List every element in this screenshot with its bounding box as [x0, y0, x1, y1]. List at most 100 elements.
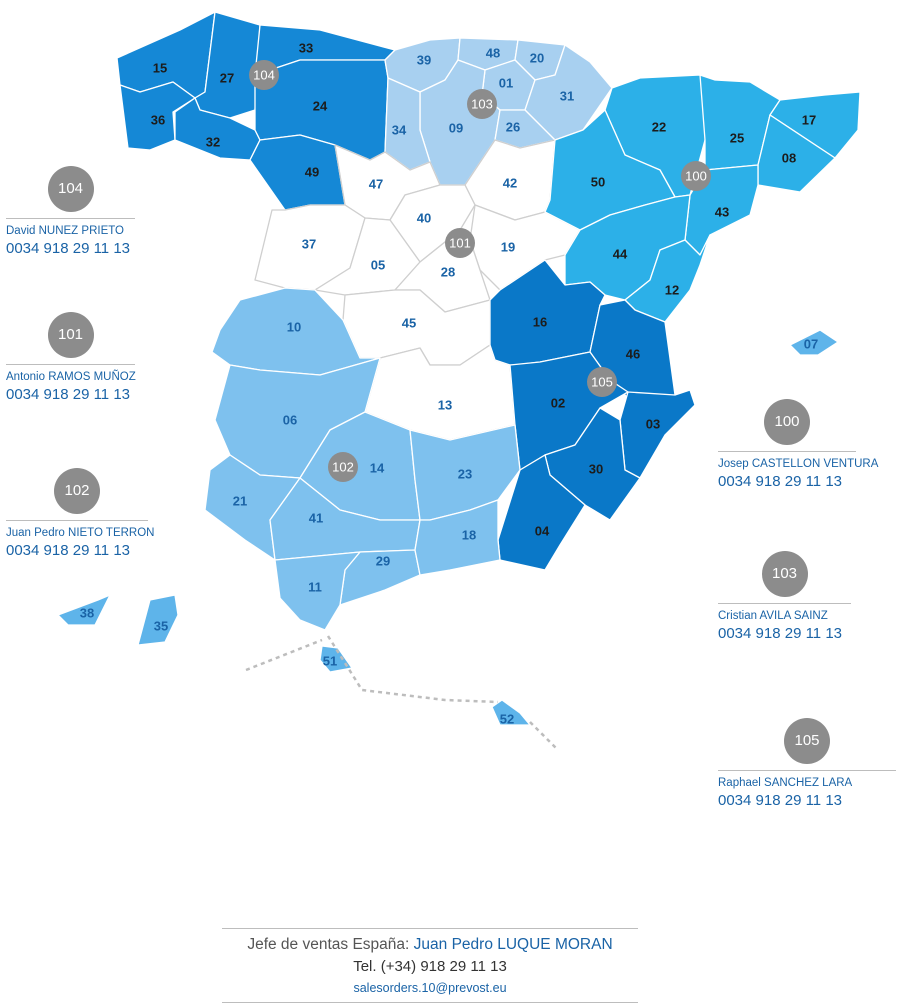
province-label-38: 38 — [80, 606, 94, 621]
badge-circle — [681, 161, 711, 191]
divider — [6, 218, 135, 219]
province-label-27: 27 — [220, 71, 234, 86]
province-label-15: 15 — [153, 61, 167, 76]
agent-phone[interactable]: 0034 918 29 11 13 — [6, 542, 131, 559]
spain-sales-zone-map: 15 27 33 36 32 24 49 39 48 20 01 31 09 26 34 47 42 40 37 05… — [57, 11, 861, 749]
divider — [718, 770, 896, 771]
agent-card: 103 Cristian AVILA SAINZ 0034 918 29 11 … — [718, 551, 851, 642]
agent-name: David NUNEZ PRIETO — [6, 225, 125, 237]
province-label-31: 31 — [560, 89, 574, 104]
province-label-05: 05 — [371, 258, 385, 273]
map-zone-badge-100: 100 — [681, 161, 711, 191]
agent-phone[interactable]: 0034 918 29 11 13 — [718, 792, 843, 809]
province-label-48: 48 — [486, 46, 500, 61]
province-label-11: 11 — [308, 580, 322, 595]
province-label-29: 29 — [376, 554, 390, 569]
badge-circle — [445, 228, 475, 258]
divider — [6, 520, 148, 521]
province-label-28: 28 — [441, 265, 455, 280]
badge-circle — [328, 452, 358, 482]
province-label-45: 45 — [402, 316, 416, 331]
dotted-connector-line — [245, 638, 323, 672]
province-label-37: 37 — [302, 237, 316, 252]
badge-code: 105 — [591, 375, 613, 390]
badge-code: 100 — [685, 169, 707, 184]
province-label-42: 42 — [503, 176, 517, 191]
province-label-12: 12 — [665, 283, 679, 298]
province-51 — [319, 645, 353, 673]
agent-name: Juan Pedro NIETO TERRON — [6, 527, 155, 539]
manager-line: Jefe de ventas España: Juan Pedro LUQUE … — [222, 936, 638, 954]
zone-101-region — [254, 139, 581, 441]
province-label-02: 02 — [551, 396, 565, 411]
province-11 — [274, 551, 361, 631]
divider — [718, 451, 856, 452]
province-36 — [119, 81, 196, 151]
province-label-09: 09 — [449, 121, 463, 136]
divider — [222, 1002, 638, 1003]
manager-name: Juan Pedro LUQUE MORAN — [413, 936, 613, 953]
province-label-01: 01 — [499, 76, 513, 91]
divider — [6, 364, 135, 365]
province-07 — [789, 329, 839, 356]
agent-card: 105 Raphael SANCHEZ LARA 0034 918 29 11 … — [718, 718, 896, 809]
islands-region — [57, 329, 839, 726]
agent-phone[interactable]: 0034 918 29 11 13 — [718, 473, 843, 490]
zone-104-region — [116, 11, 396, 211]
province-label-35: 35 — [154, 619, 168, 634]
province-label-14: 14 — [370, 461, 385, 476]
agent-card: 104 David NUNEZ PRIETO 0034 918 29 11 13 — [6, 166, 135, 257]
map-zone-badge-105: 105 — [587, 367, 617, 397]
agent-phone[interactable]: 0034 918 29 11 13 — [6, 240, 131, 257]
province-label-20: 20 — [530, 51, 544, 66]
province-08 — [757, 114, 836, 193]
manager-label: Jefe de ventas España: — [247, 936, 410, 953]
badge-circle — [467, 89, 497, 119]
province-label-26: 26 — [506, 120, 520, 135]
province-35 — [137, 594, 179, 646]
map-zone-badge-104: 104 — [249, 60, 279, 90]
badge-code: 104 — [253, 68, 275, 83]
zone-code-badge: 100 — [764, 399, 810, 445]
manager-phone[interactable]: Tel. (+34) 918 29 11 13 — [353, 958, 507, 975]
badge-circle — [587, 367, 617, 397]
zone-code-badge: 104 — [47, 166, 94, 212]
province-38 — [57, 594, 111, 626]
zone-code-badge: 103 — [761, 551, 808, 597]
province-label-39: 39 — [417, 53, 431, 68]
manager-email[interactable]: salesorders.10@prevost.eu — [353, 981, 507, 995]
province-label-08: 08 — [782, 151, 796, 166]
agent-phone[interactable]: 0034 918 29 11 13 — [718, 625, 843, 642]
province-label-13: 13 — [438, 398, 452, 413]
province-label-25: 25 — [730, 131, 744, 146]
zone-code-badge: 105 — [784, 718, 830, 764]
province-12 — [624, 234, 711, 323]
map-zone-badge-103: 103 — [467, 89, 497, 119]
province-label-40: 40 — [417, 211, 431, 226]
agent-card: 102 Juan Pedro NIETO TERRON 0034 918 29 … — [6, 468, 155, 559]
dotted-connector-line — [326, 635, 499, 704]
province-03 — [619, 389, 696, 479]
zone-code-badge: 101 — [47, 312, 94, 358]
province-18 — [414, 499, 501, 576]
province-label-16: 16 — [533, 315, 547, 330]
province-label-52: 52 — [500, 712, 514, 727]
sales-manager-footer: Jefe de ventas España: Juan Pedro LUQUE … — [222, 928, 638, 1003]
agent-card: 101 Antonio RAMOS MUÑOZ 0034 918 29 11 1… — [6, 312, 136, 403]
province-label-22: 22 — [652, 120, 666, 135]
province-label-41: 41 — [309, 511, 323, 526]
zone-code-badge: 102 — [54, 468, 100, 514]
badge-circle — [249, 60, 279, 90]
province-49 — [249, 134, 346, 211]
province-label-44: 44 — [613, 247, 628, 262]
agent-name: Cristian AVILA SAINZ — [718, 610, 828, 622]
province-label-34: 34 — [392, 123, 407, 138]
map-zone-badge-101: 101 — [445, 228, 475, 258]
province-label-32: 32 — [206, 135, 220, 150]
agent-name: Josep CASTELLON VENTURA — [718, 458, 879, 470]
province-label-51: 51 — [323, 654, 337, 669]
province-label-43: 43 — [715, 205, 729, 220]
agent-phone[interactable]: 0034 918 29 11 13 — [6, 386, 131, 403]
agent-card: 100 Josep CASTELLON VENTURA 0034 918 29 … — [718, 399, 879, 490]
province-label-24: 24 — [313, 99, 328, 114]
